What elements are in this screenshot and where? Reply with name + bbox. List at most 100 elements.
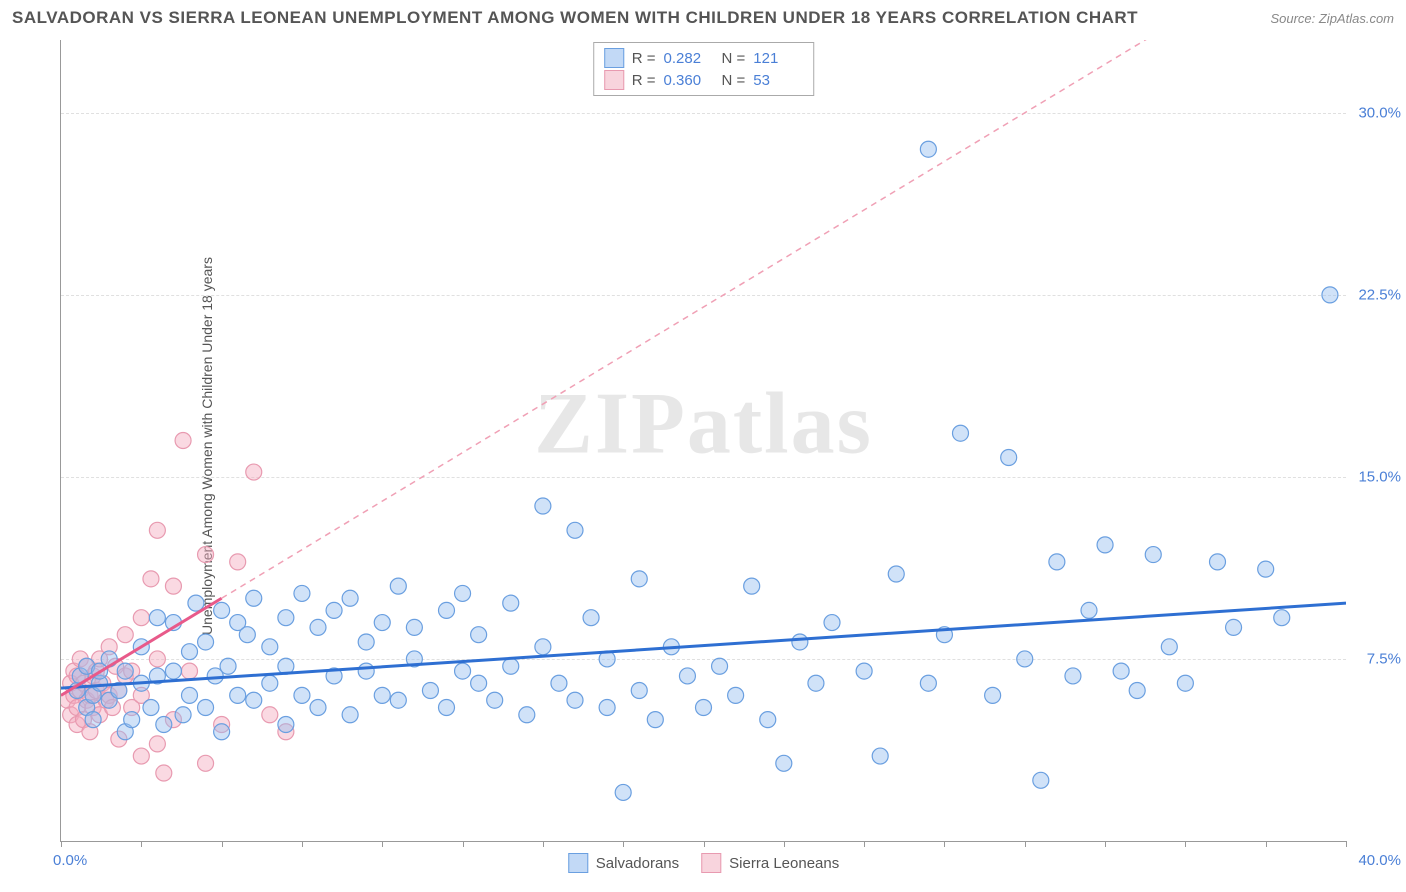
data-point <box>583 610 599 626</box>
data-point <box>1274 610 1290 626</box>
data-point <box>567 522 583 538</box>
swatch-blue <box>604 48 624 68</box>
data-point <box>1033 772 1049 788</box>
plot-svg <box>61 40 1346 841</box>
r-value-salvadorans: 0.282 <box>664 50 714 67</box>
x-tick <box>463 841 464 847</box>
n-label: N = <box>722 72 746 89</box>
data-point <box>471 675 487 691</box>
data-point <box>390 692 406 708</box>
data-point <box>85 712 101 728</box>
n-value-salvadorans: 121 <box>753 50 803 67</box>
data-point <box>856 663 872 679</box>
x-tick <box>623 841 624 847</box>
data-point <box>471 627 487 643</box>
x-tick <box>61 841 62 847</box>
n-value-sierra-leoneans: 53 <box>753 72 803 89</box>
data-point <box>165 578 181 594</box>
data-point <box>374 687 390 703</box>
data-point <box>198 547 214 563</box>
correlation-legend: R = 0.282 N = 121 R = 0.360 N = 53 <box>593 42 815 96</box>
data-point <box>1017 651 1033 667</box>
data-point <box>262 675 278 691</box>
data-point <box>535 639 551 655</box>
x-tick <box>944 841 945 847</box>
data-point <box>230 687 246 703</box>
data-point <box>358 634 374 650</box>
data-point <box>133 610 149 626</box>
data-point <box>872 748 888 764</box>
data-point <box>487 692 503 708</box>
data-point <box>503 595 519 611</box>
r-value-sierra-leoneans: 0.360 <box>664 72 714 89</box>
data-point <box>390 578 406 594</box>
data-point <box>149 522 165 538</box>
chart-area: ZIPatlas R = 0.282 N = 121 R = 0.360 N =… <box>60 40 1346 842</box>
data-point <box>808 675 824 691</box>
data-point <box>358 663 374 679</box>
y-tick-label: 22.5% <box>1358 286 1401 303</box>
data-point <box>1097 537 1113 553</box>
data-point <box>198 755 214 771</box>
data-point <box>165 663 181 679</box>
data-point <box>422 683 438 699</box>
data-point <box>631 683 647 699</box>
data-point <box>455 663 471 679</box>
source-attribution: Source: ZipAtlas.com <box>1270 11 1394 26</box>
data-point <box>439 602 455 618</box>
data-point <box>1258 561 1274 577</box>
data-point <box>198 700 214 716</box>
data-point <box>728 687 744 703</box>
x-tick <box>141 841 142 847</box>
data-point <box>792 634 808 650</box>
data-point <box>455 585 471 601</box>
data-point <box>278 610 294 626</box>
r-label: R = <box>632 72 656 89</box>
data-point <box>953 425 969 441</box>
data-point <box>117 627 133 643</box>
legend-item-sierra-leoneans: Sierra Leoneans <box>701 853 839 873</box>
data-point <box>1113 663 1129 679</box>
data-point <box>1065 668 1081 684</box>
data-point <box>220 658 236 674</box>
trend-line-sierra-dashed <box>222 40 1282 598</box>
data-point <box>182 663 198 679</box>
data-point <box>888 566 904 582</box>
x-axis-min: 0.0% <box>53 852 87 869</box>
data-point <box>262 639 278 655</box>
data-point <box>230 554 246 570</box>
data-point <box>1210 554 1226 570</box>
data-point <box>149 651 165 667</box>
data-point <box>182 687 198 703</box>
x-tick <box>864 841 865 847</box>
data-point <box>712 658 728 674</box>
data-point <box>1001 449 1017 465</box>
data-point <box>920 675 936 691</box>
series-legend: Salvadorans Sierra Leoneans <box>568 853 839 873</box>
data-point <box>824 615 840 631</box>
data-point <box>246 590 262 606</box>
legend-row-sierra-leoneans: R = 0.360 N = 53 <box>604 69 804 91</box>
x-tick <box>704 841 705 847</box>
data-point <box>679 668 695 684</box>
x-tick <box>1105 841 1106 847</box>
x-tick <box>784 841 785 847</box>
data-point <box>615 784 631 800</box>
data-point <box>198 634 214 650</box>
data-point <box>1226 619 1242 635</box>
n-label: N = <box>722 50 746 67</box>
data-point <box>214 602 230 618</box>
data-point <box>143 700 159 716</box>
data-point <box>647 712 663 728</box>
data-point <box>156 716 172 732</box>
legend-item-salvadorans: Salvadorans <box>568 853 679 873</box>
data-point <box>342 590 358 606</box>
data-point <box>124 712 140 728</box>
data-point <box>406 619 422 635</box>
data-point <box>175 433 191 449</box>
data-point <box>310 619 326 635</box>
data-point <box>239 627 255 643</box>
data-point <box>567 692 583 708</box>
data-point <box>182 644 198 660</box>
y-tick-label: 7.5% <box>1367 650 1401 667</box>
